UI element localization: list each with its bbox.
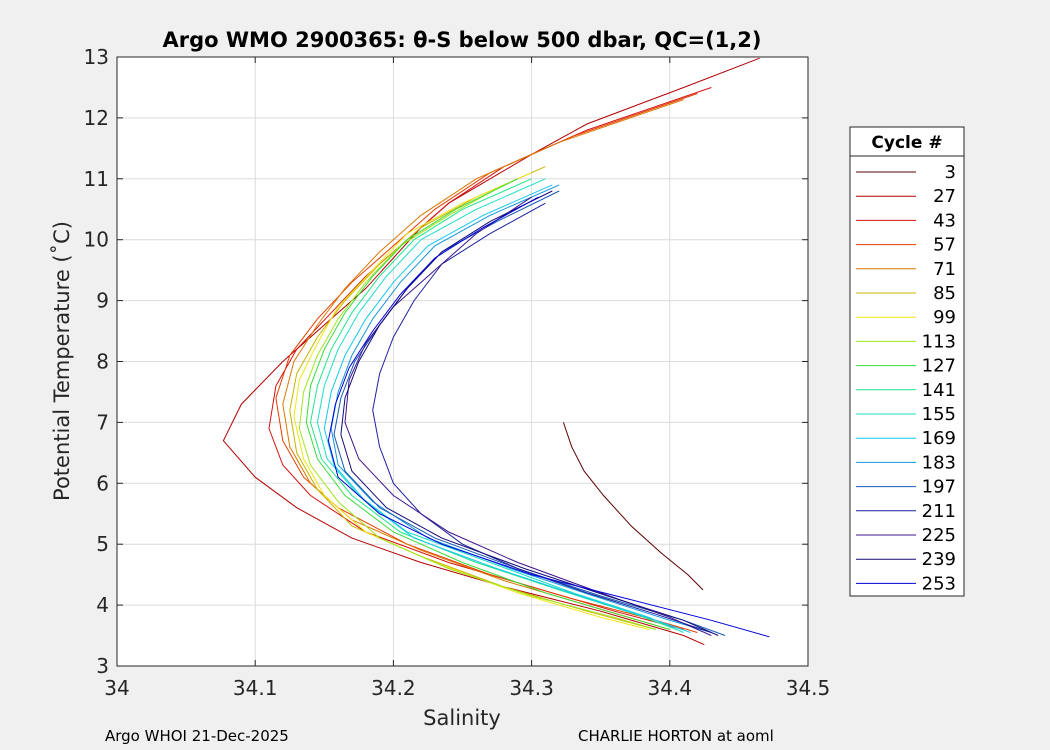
legend-label-141: 141	[922, 380, 956, 401]
y-tick-label: 8	[96, 350, 109, 374]
legend-label-155: 155	[922, 404, 956, 425]
series-line-cycle-169	[323, 184, 691, 633]
legend-label-253: 253	[922, 573, 956, 594]
legend-label-127: 127	[922, 356, 956, 377]
legend-label-85: 85	[933, 283, 956, 304]
series-line-cycle-211	[372, 202, 712, 633]
x-tick-label: 34.5	[786, 676, 831, 700]
legend-label-27: 27	[933, 186, 956, 207]
legend-label-183: 183	[922, 452, 956, 473]
y-tick-label: 4	[96, 593, 109, 617]
x-axis-label: Salinity	[423, 706, 501, 730]
x-tick-label: 34.4	[648, 676, 693, 700]
series-line-cycle-141	[309, 178, 677, 630]
series-lines	[222, 57, 770, 646]
series-line-cycle-127	[305, 178, 670, 630]
x-tick-label: 34.3	[509, 676, 554, 700]
legend-label-225: 225	[922, 525, 956, 546]
legend-label-239: 239	[922, 549, 956, 570]
chart-title: Argo WMO 2900365: θ-S below 500 dbar, QC…	[163, 28, 762, 52]
y-tick-label: 11	[84, 167, 109, 191]
y-tick-label: 12	[84, 106, 109, 130]
y-tick-label: 9	[96, 289, 109, 313]
series-line-cycle-113	[298, 184, 657, 630]
y-tick-label: 3	[96, 654, 109, 678]
legend-title: Cycle #	[871, 133, 942, 153]
x-tick-label: 34.2	[371, 676, 416, 700]
x-tick-label: 34	[104, 676, 129, 700]
legend: Cycle # 3 27 43 57 71 85 99 113 127 141 155 169 183 1…	[849, 126, 965, 597]
y-tick-label: 7	[96, 410, 109, 434]
series-line-cycle-253	[327, 196, 770, 638]
y-tick-label: 10	[84, 228, 109, 252]
y-axis-label: Potential Temperature (˚C)	[50, 221, 74, 501]
legend-label-197: 197	[922, 477, 956, 498]
footer-right: CHARLIE HORTON at aoml	[578, 727, 774, 745]
x-tick-label: 34.1	[233, 676, 278, 700]
series-line-cycle-3	[562, 422, 704, 591]
footer-left: Argo WHOI 21-Dec-2025	[105, 727, 289, 745]
y-tick-label: 13	[84, 45, 109, 69]
legend-label-57: 57	[933, 235, 956, 256]
legend-label-169: 169	[922, 428, 956, 449]
series-line-cycle-71	[282, 99, 684, 630]
y-tick-label: 5	[96, 532, 109, 556]
series-line-cycle-225	[344, 196, 712, 636]
legend-label-211: 211	[922, 501, 956, 522]
y-tick-label: 6	[96, 471, 109, 495]
legend-label-113: 113	[922, 331, 956, 352]
legend-label-43: 43	[933, 210, 956, 231]
legend-label-3: 3	[945, 162, 956, 183]
series-line-cycle-155	[316, 178, 684, 633]
legend-label-71: 71	[933, 259, 956, 280]
legend-label-99: 99	[933, 307, 956, 328]
